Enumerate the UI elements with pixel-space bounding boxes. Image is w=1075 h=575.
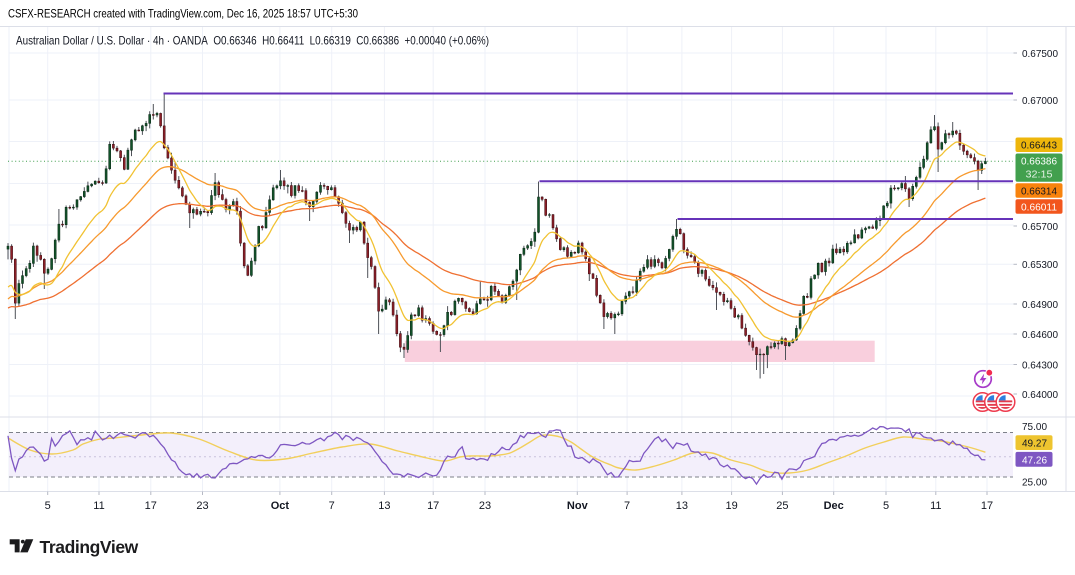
svg-text:25: 25 bbox=[776, 500, 788, 512]
svg-text:0.64600: 0.64600 bbox=[1022, 329, 1058, 341]
svg-text:7: 7 bbox=[329, 500, 335, 512]
svg-text:Oct: Oct bbox=[271, 500, 290, 512]
svg-text:17: 17 bbox=[981, 500, 993, 512]
svg-text:19: 19 bbox=[725, 500, 737, 512]
svg-text:Nov: Nov bbox=[567, 500, 589, 512]
svg-text:5: 5 bbox=[45, 500, 51, 512]
svg-text:11: 11 bbox=[930, 500, 941, 512]
svg-text:17: 17 bbox=[145, 500, 157, 512]
svg-text:0.66443: 0.66443 bbox=[1021, 140, 1057, 152]
svg-text:Australian Dollar / U.S. Dolla: Australian Dollar / U.S. Dollar · 4h · O… bbox=[16, 34, 489, 48]
svg-text:25.00: 25.00 bbox=[1022, 476, 1047, 488]
svg-text:0.67500: 0.67500 bbox=[1022, 48, 1058, 60]
svg-text:CSFX-RESEARCH created with Tra: CSFX-RESEARCH created with TradingView.c… bbox=[8, 7, 358, 21]
svg-text:11: 11 bbox=[93, 500, 104, 512]
svg-text:0.64900: 0.64900 bbox=[1022, 299, 1058, 311]
svg-text:0.67000: 0.67000 bbox=[1022, 95, 1058, 107]
svg-text:Dec: Dec bbox=[824, 500, 844, 512]
svg-text:7: 7 bbox=[624, 500, 630, 512]
svg-text:0.66011: 0.66011 bbox=[1021, 201, 1057, 213]
svg-text:0.64300: 0.64300 bbox=[1022, 359, 1058, 371]
svg-text:0.66386: 0.66386 bbox=[1021, 156, 1057, 168]
svg-text:17: 17 bbox=[427, 500, 439, 512]
svg-text:49.27: 49.27 bbox=[1022, 438, 1047, 450]
svg-text:13: 13 bbox=[378, 500, 390, 512]
svg-text:0.65700: 0.65700 bbox=[1022, 221, 1058, 233]
svg-text:5: 5 bbox=[883, 500, 889, 512]
svg-text:23: 23 bbox=[196, 500, 208, 512]
svg-text:75.00: 75.00 bbox=[1022, 421, 1047, 433]
svg-text:0.66314: 0.66314 bbox=[1021, 185, 1057, 197]
svg-text:0.65300: 0.65300 bbox=[1022, 259, 1058, 271]
svg-text:32:15: 32:15 bbox=[1026, 169, 1053, 181]
svg-text:23: 23 bbox=[479, 500, 491, 512]
svg-text:13: 13 bbox=[676, 500, 688, 512]
svg-text:TradingView: TradingView bbox=[40, 537, 139, 557]
svg-text:0.64000: 0.64000 bbox=[1022, 389, 1058, 401]
svg-text:47.26: 47.26 bbox=[1022, 454, 1047, 466]
